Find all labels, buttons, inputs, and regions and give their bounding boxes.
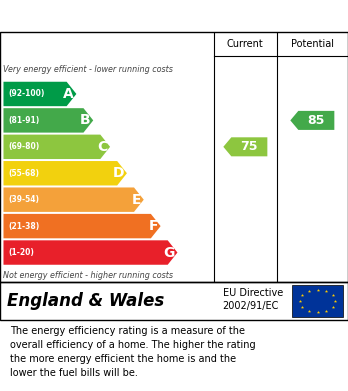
Polygon shape [3, 240, 177, 265]
Text: D: D [113, 166, 124, 180]
Text: The energy efficiency rating is a measure of the
overall efficiency of a home. T: The energy efficiency rating is a measur… [10, 326, 256, 378]
Bar [292, 285, 343, 317]
Text: B: B [80, 113, 90, 127]
Text: E: E [132, 193, 141, 207]
Text: G: G [163, 246, 175, 260]
Text: Not energy efficient - higher running costs: Not energy efficient - higher running co… [3, 271, 174, 280]
Polygon shape [290, 111, 334, 130]
Text: EU Directive
2002/91/EC: EU Directive 2002/91/EC [223, 287, 283, 311]
Text: (39-54): (39-54) [9, 195, 40, 204]
Polygon shape [3, 187, 144, 212]
Polygon shape [3, 161, 127, 185]
Polygon shape [3, 82, 76, 106]
Text: Very energy efficient - lower running costs: Very energy efficient - lower running co… [3, 65, 173, 74]
Text: Energy Efficiency Rating: Energy Efficiency Rating [10, 9, 220, 23]
Text: (81-91): (81-91) [9, 116, 40, 125]
Text: A: A [63, 87, 74, 101]
Polygon shape [3, 135, 110, 159]
Text: 75: 75 [240, 140, 258, 153]
Text: C: C [97, 140, 107, 154]
Polygon shape [3, 214, 161, 239]
Text: (21-38): (21-38) [9, 222, 40, 231]
Text: Current: Current [227, 39, 264, 49]
Text: F: F [148, 219, 158, 233]
Text: (92-100): (92-100) [9, 90, 45, 99]
Text: Potential: Potential [291, 39, 334, 49]
Polygon shape [223, 137, 267, 156]
Text: (55-68): (55-68) [9, 169, 40, 178]
Text: (69-80): (69-80) [9, 142, 40, 151]
Text: England & Wales: England & Wales [7, 292, 164, 310]
Polygon shape [3, 108, 93, 133]
Text: 85: 85 [308, 114, 325, 127]
Text: (1-20): (1-20) [9, 248, 34, 257]
